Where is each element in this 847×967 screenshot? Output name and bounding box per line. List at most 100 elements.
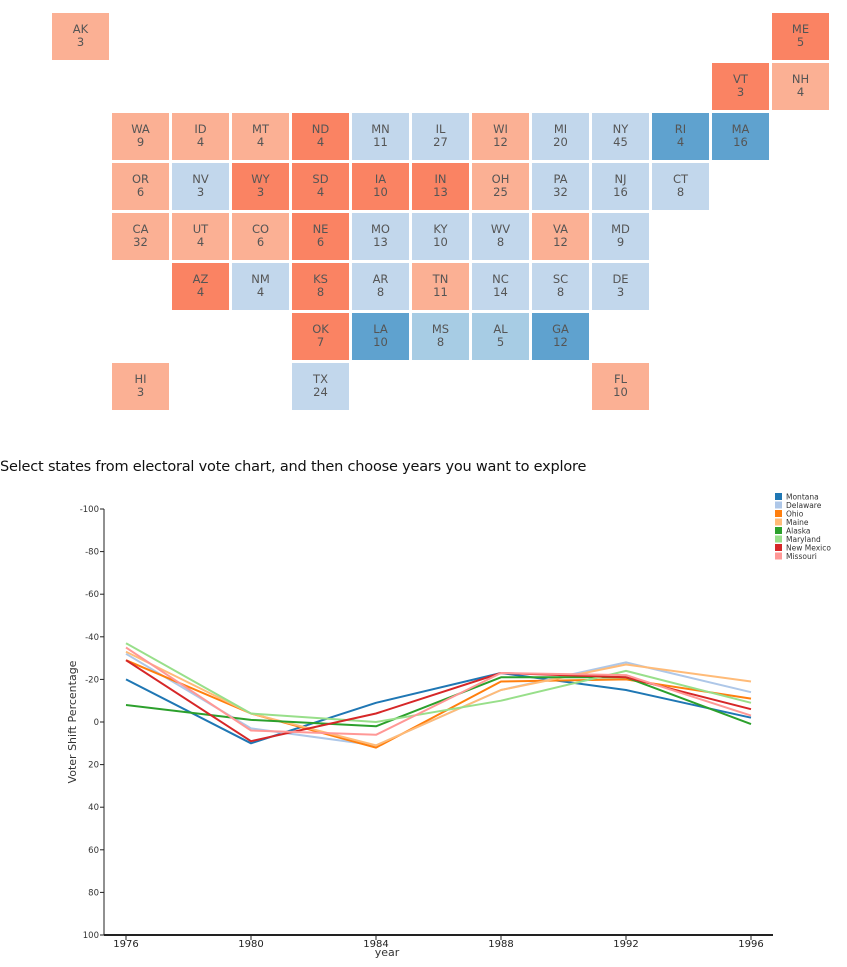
state-tile-az[interactable]: AZ 4 — [172, 263, 229, 310]
electoral-votes: 6 — [316, 235, 325, 249]
state-tile-nh[interactable]: NH 4 — [772, 63, 829, 110]
state-tile-ca[interactable]: CA 32 — [112, 213, 169, 260]
electoral-votes: 27 — [433, 135, 448, 149]
state-tile-nm[interactable]: NM 4 — [232, 263, 289, 310]
state-abbr: IA — [374, 172, 387, 186]
electoral-votes: 3 — [736, 85, 745, 99]
state-tile-de[interactable]: DE 3 — [592, 263, 649, 310]
x-axis-label: year — [375, 946, 400, 959]
state-abbr: MO — [371, 222, 390, 236]
state-tile-nc[interactable]: NC 14 — [472, 263, 529, 310]
legend-label: Maryland — [786, 535, 821, 544]
state-tile-wa[interactable]: WA 9 — [112, 113, 169, 160]
x-tick-label: 1984 — [363, 939, 388, 950]
x-tick-label: 1980 — [238, 939, 263, 950]
state-abbr: OR — [131, 172, 150, 186]
state-abbr: WA — [131, 122, 150, 136]
state-tile-in[interactable]: IN 13 — [412, 163, 469, 210]
state-tile-or[interactable]: OR 6 — [112, 163, 169, 210]
state-tile-oh[interactable]: OH 25 — [472, 163, 529, 210]
state-tile-co[interactable]: CO 6 — [232, 213, 289, 260]
state-abbr: MI — [553, 122, 568, 136]
state-tile-tn[interactable]: TN 11 — [412, 263, 469, 310]
state-tile-wi[interactable]: WI 12 — [472, 113, 529, 160]
state-abbr: AR — [372, 272, 389, 286]
legend-swatch — [775, 535, 782, 543]
state-tile-mt[interactable]: MT 4 — [232, 113, 289, 160]
electoral-votes: 4 — [196, 285, 205, 299]
state-tile-nd[interactable]: ND 4 — [292, 113, 349, 160]
legend-swatch — [775, 527, 782, 534]
state-tile-tx[interactable]: TX 24 — [292, 363, 349, 410]
legend-label: Delaware — [786, 501, 822, 510]
state-tile-mi[interactable]: MI 20 — [532, 113, 589, 160]
state-abbr: HI — [134, 372, 147, 386]
state-abbr: NH — [791, 72, 810, 86]
state-abbr: NJ — [614, 172, 627, 186]
state-tile-nj[interactable]: NJ 16 — [592, 163, 649, 210]
state-abbr: DE — [612, 272, 629, 286]
legend: MontanaDelawareOhioMaineAlaskaMarylandNe… — [775, 493, 831, 561]
state-tile-ga[interactable]: GA 12 — [532, 313, 589, 360]
state-tile-hi[interactable]: HI 3 — [112, 363, 169, 410]
state-tile-fl[interactable]: FL 10 — [592, 363, 649, 410]
state-tile-md[interactable]: MD 9 — [592, 213, 649, 260]
electoral-votes: 11 — [373, 135, 388, 149]
state-tile-vt[interactable]: VT 3 — [712, 63, 769, 110]
y-tick-label: 40 — [88, 803, 99, 813]
legend-label: Alaska — [786, 527, 811, 536]
y-tick-label: -80 — [85, 548, 99, 558]
state-tile-al[interactable]: AL 5 — [472, 313, 529, 360]
state-tile-ms[interactable]: MS 8 — [412, 313, 469, 360]
electoral-votes: 6 — [256, 235, 265, 249]
state-abbr: VT — [733, 72, 748, 86]
electoral-votes: 4 — [316, 135, 325, 149]
state-tile-mn[interactable]: MN 11 — [352, 113, 409, 160]
y-tick-label: 80 — [88, 888, 99, 898]
state-tile-nv[interactable]: NV 3 — [172, 163, 229, 210]
state-tile-sc[interactable]: SC 8 — [532, 263, 589, 310]
legend-label: Montana — [786, 493, 819, 502]
state-tile-la[interactable]: LA 10 — [352, 313, 409, 360]
state-tile-sd[interactable]: SD 4 — [292, 163, 349, 210]
electoral-votes: 13 — [433, 185, 448, 199]
state-tile-mo[interactable]: MO 13 — [352, 213, 409, 260]
state-tile-ak[interactable]: AK 3 — [52, 13, 109, 60]
state-tile-ok[interactable]: OK 7 — [292, 313, 349, 360]
x-tick-label: 1976 — [113, 939, 138, 950]
electoral-votes: 4 — [676, 135, 685, 149]
state-abbr: NV — [192, 172, 209, 186]
state-tile-ks[interactable]: KS 8 — [292, 263, 349, 310]
state-abbr: TN — [432, 272, 449, 286]
state-tile-pa[interactable]: PA 32 — [532, 163, 589, 210]
state-tile-ny[interactable]: NY 45 — [592, 113, 649, 160]
legend-swatch — [775, 552, 782, 560]
state-abbr: SC — [552, 272, 569, 286]
electoral-votes: 12 — [553, 235, 568, 249]
electoral-votes: 10 — [613, 385, 628, 399]
state-abbr: MS — [431, 322, 450, 336]
state-tile-ar[interactable]: AR 8 — [352, 263, 409, 310]
electoral-votes: 3 — [196, 185, 205, 199]
electoral-votes: 4 — [196, 235, 205, 249]
electoral-votes: 8 — [496, 235, 505, 249]
state-tile-me[interactable]: ME 5 — [772, 13, 829, 60]
state-tile-id[interactable]: ID 4 — [172, 113, 229, 160]
state-tile-ri[interactable]: RI 4 — [652, 113, 709, 160]
state-tile-ky[interactable]: KY 10 — [412, 213, 469, 260]
state-tile-ne[interactable]: NE 6 — [292, 213, 349, 260]
state-tile-ia[interactable]: IA 10 — [352, 163, 409, 210]
state-abbr: MT — [252, 122, 269, 136]
state-tile-ut[interactable]: UT 4 — [172, 213, 229, 260]
y-tick-label: -20 — [85, 675, 99, 685]
state-tile-ma[interactable]: MA 16 — [712, 113, 769, 160]
voter-shift-line-chart: -100 -80 -60 -40 -20 0 20 40 60 80 100 1976 1980 198… — [66, 493, 831, 960]
state-abbr: TX — [313, 372, 328, 386]
state-tile-ct[interactable]: CT 8 — [652, 163, 709, 210]
state-tile-wy[interactable]: WY 3 — [232, 163, 289, 210]
state-tile-va[interactable]: VA 12 — [532, 213, 589, 260]
state-tile-il[interactable]: IL 27 — [412, 113, 469, 160]
state-abbr: ND — [311, 122, 330, 136]
state-tile-wv[interactable]: WV 8 — [472, 213, 529, 260]
legend-swatch — [775, 518, 782, 526]
